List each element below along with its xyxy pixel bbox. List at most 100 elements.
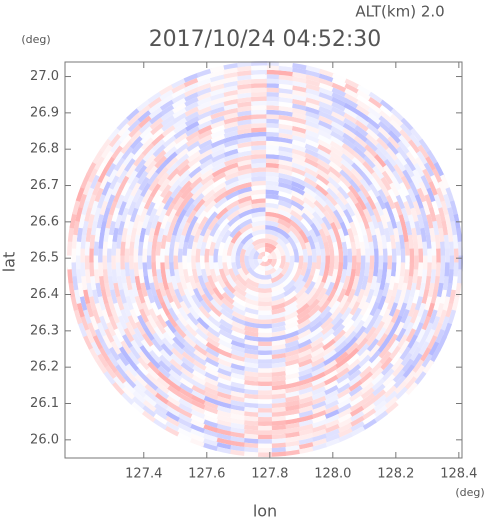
radar-cell	[169, 261, 175, 277]
radar-cell	[305, 120, 321, 130]
radar-cell	[381, 170, 394, 186]
radar-cell	[397, 340, 410, 356]
radar-cell	[171, 294, 182, 310]
radar-cell	[356, 84, 373, 97]
radar-cell	[438, 180, 448, 198]
radar-cell	[102, 239, 108, 256]
radar-cell	[184, 105, 201, 117]
radar-cell	[304, 134, 321, 144]
radar-cell	[434, 234, 441, 251]
radar-cell	[369, 183, 381, 199]
radar-cell	[366, 117, 382, 131]
radar-cell	[407, 214, 416, 231]
radar-cell	[284, 344, 300, 353]
radar-cell	[344, 282, 354, 298]
radar-cell	[193, 198, 206, 212]
radar-cell	[265, 131, 281, 138]
radar-cell	[305, 97, 322, 106]
radar-cell	[177, 397, 193, 409]
radar-cell	[404, 255, 410, 271]
radar-cell	[384, 327, 397, 343]
radar-cell	[298, 229, 310, 244]
radar-cell	[237, 92, 253, 99]
radar-cell	[346, 288, 356, 304]
radar-cell	[270, 362, 286, 369]
radar-cell	[145, 164, 159, 180]
radar-cell	[166, 161, 180, 176]
radar-cell	[253, 242, 266, 251]
radar-cell	[147, 95, 164, 109]
radar-cell	[214, 446, 231, 454]
radar-cell	[344, 93, 360, 105]
radar-cell	[136, 287, 146, 304]
radar-cell	[210, 110, 227, 120]
radar-cell	[87, 192, 97, 209]
radar-cell	[354, 331, 368, 346]
radar-cell	[295, 297, 310, 310]
radar-cell	[115, 247, 121, 263]
radar-cell	[345, 353, 360, 367]
radar-cell	[371, 389, 387, 403]
radar-cell	[172, 111, 189, 124]
radar-cell	[317, 148, 333, 161]
radar-cell	[360, 307, 372, 324]
radar-cell	[196, 68, 213, 78]
radar-cell	[348, 411, 365, 423]
radar-cell	[203, 366, 219, 377]
radar-cell	[220, 297, 235, 310]
radar-cell	[363, 155, 377, 170]
radar-cell	[184, 227, 193, 243]
radar-cell	[101, 179, 112, 196]
radar-cell	[284, 330, 300, 340]
radar-cell	[115, 193, 126, 209]
radar-cell	[99, 137, 113, 153]
radar-cell	[238, 213, 253, 224]
radar-cell	[84, 239, 91, 256]
radar-cell	[323, 389, 339, 401]
radar-cell	[412, 365, 426, 381]
radar-cell	[201, 423, 218, 433]
radar-cell	[354, 130, 369, 144]
radar-cell	[289, 214, 304, 228]
radar-cell	[148, 348, 162, 364]
radar-cell	[230, 310, 246, 321]
radar-cell	[323, 438, 340, 448]
radar-cell	[150, 121, 165, 136]
radar-cell	[159, 300, 171, 316]
radar-cell	[256, 430, 272, 435]
radar-cell	[303, 172, 319, 184]
radar-cell	[445, 282, 453, 299]
radar-cell	[119, 307, 130, 324]
radar-cell	[120, 206, 130, 223]
radar-cell	[257, 323, 272, 329]
radar-cell	[417, 262, 424, 278]
radar-cell	[237, 79, 254, 86]
radar-cell	[278, 190, 293, 200]
radar-cell	[107, 233, 114, 249]
radar-cell	[124, 193, 135, 210]
radar-cell	[139, 226, 147, 243]
radar-cell	[284, 349, 300, 358]
radar-cell	[244, 297, 259, 306]
radar-cell	[310, 424, 327, 434]
radar-cell	[295, 241, 304, 257]
radar-cell	[297, 372, 313, 382]
radar-cell	[142, 261, 148, 277]
radar-cell	[86, 320, 97, 337]
y-tick-label: 26.5	[30, 251, 59, 266]
radar-cell	[454, 282, 462, 300]
radar-cell	[243, 316, 259, 324]
radar-cell	[205, 331, 221, 343]
radar-cell	[345, 262, 353, 278]
radar-cell	[237, 70, 254, 77]
radar-cell	[237, 128, 253, 135]
radar-cell	[99, 199, 109, 216]
radar-cell	[296, 318, 311, 330]
radar-cell	[309, 341, 325, 354]
radar-cell	[219, 307, 234, 320]
chart-title: 2017/10/24 04:52:30	[149, 27, 382, 52]
radar-cell	[336, 191, 349, 207]
radar-cell	[200, 293, 213, 308]
radar-cell	[137, 349, 151, 365]
radar-cell	[428, 207, 437, 224]
